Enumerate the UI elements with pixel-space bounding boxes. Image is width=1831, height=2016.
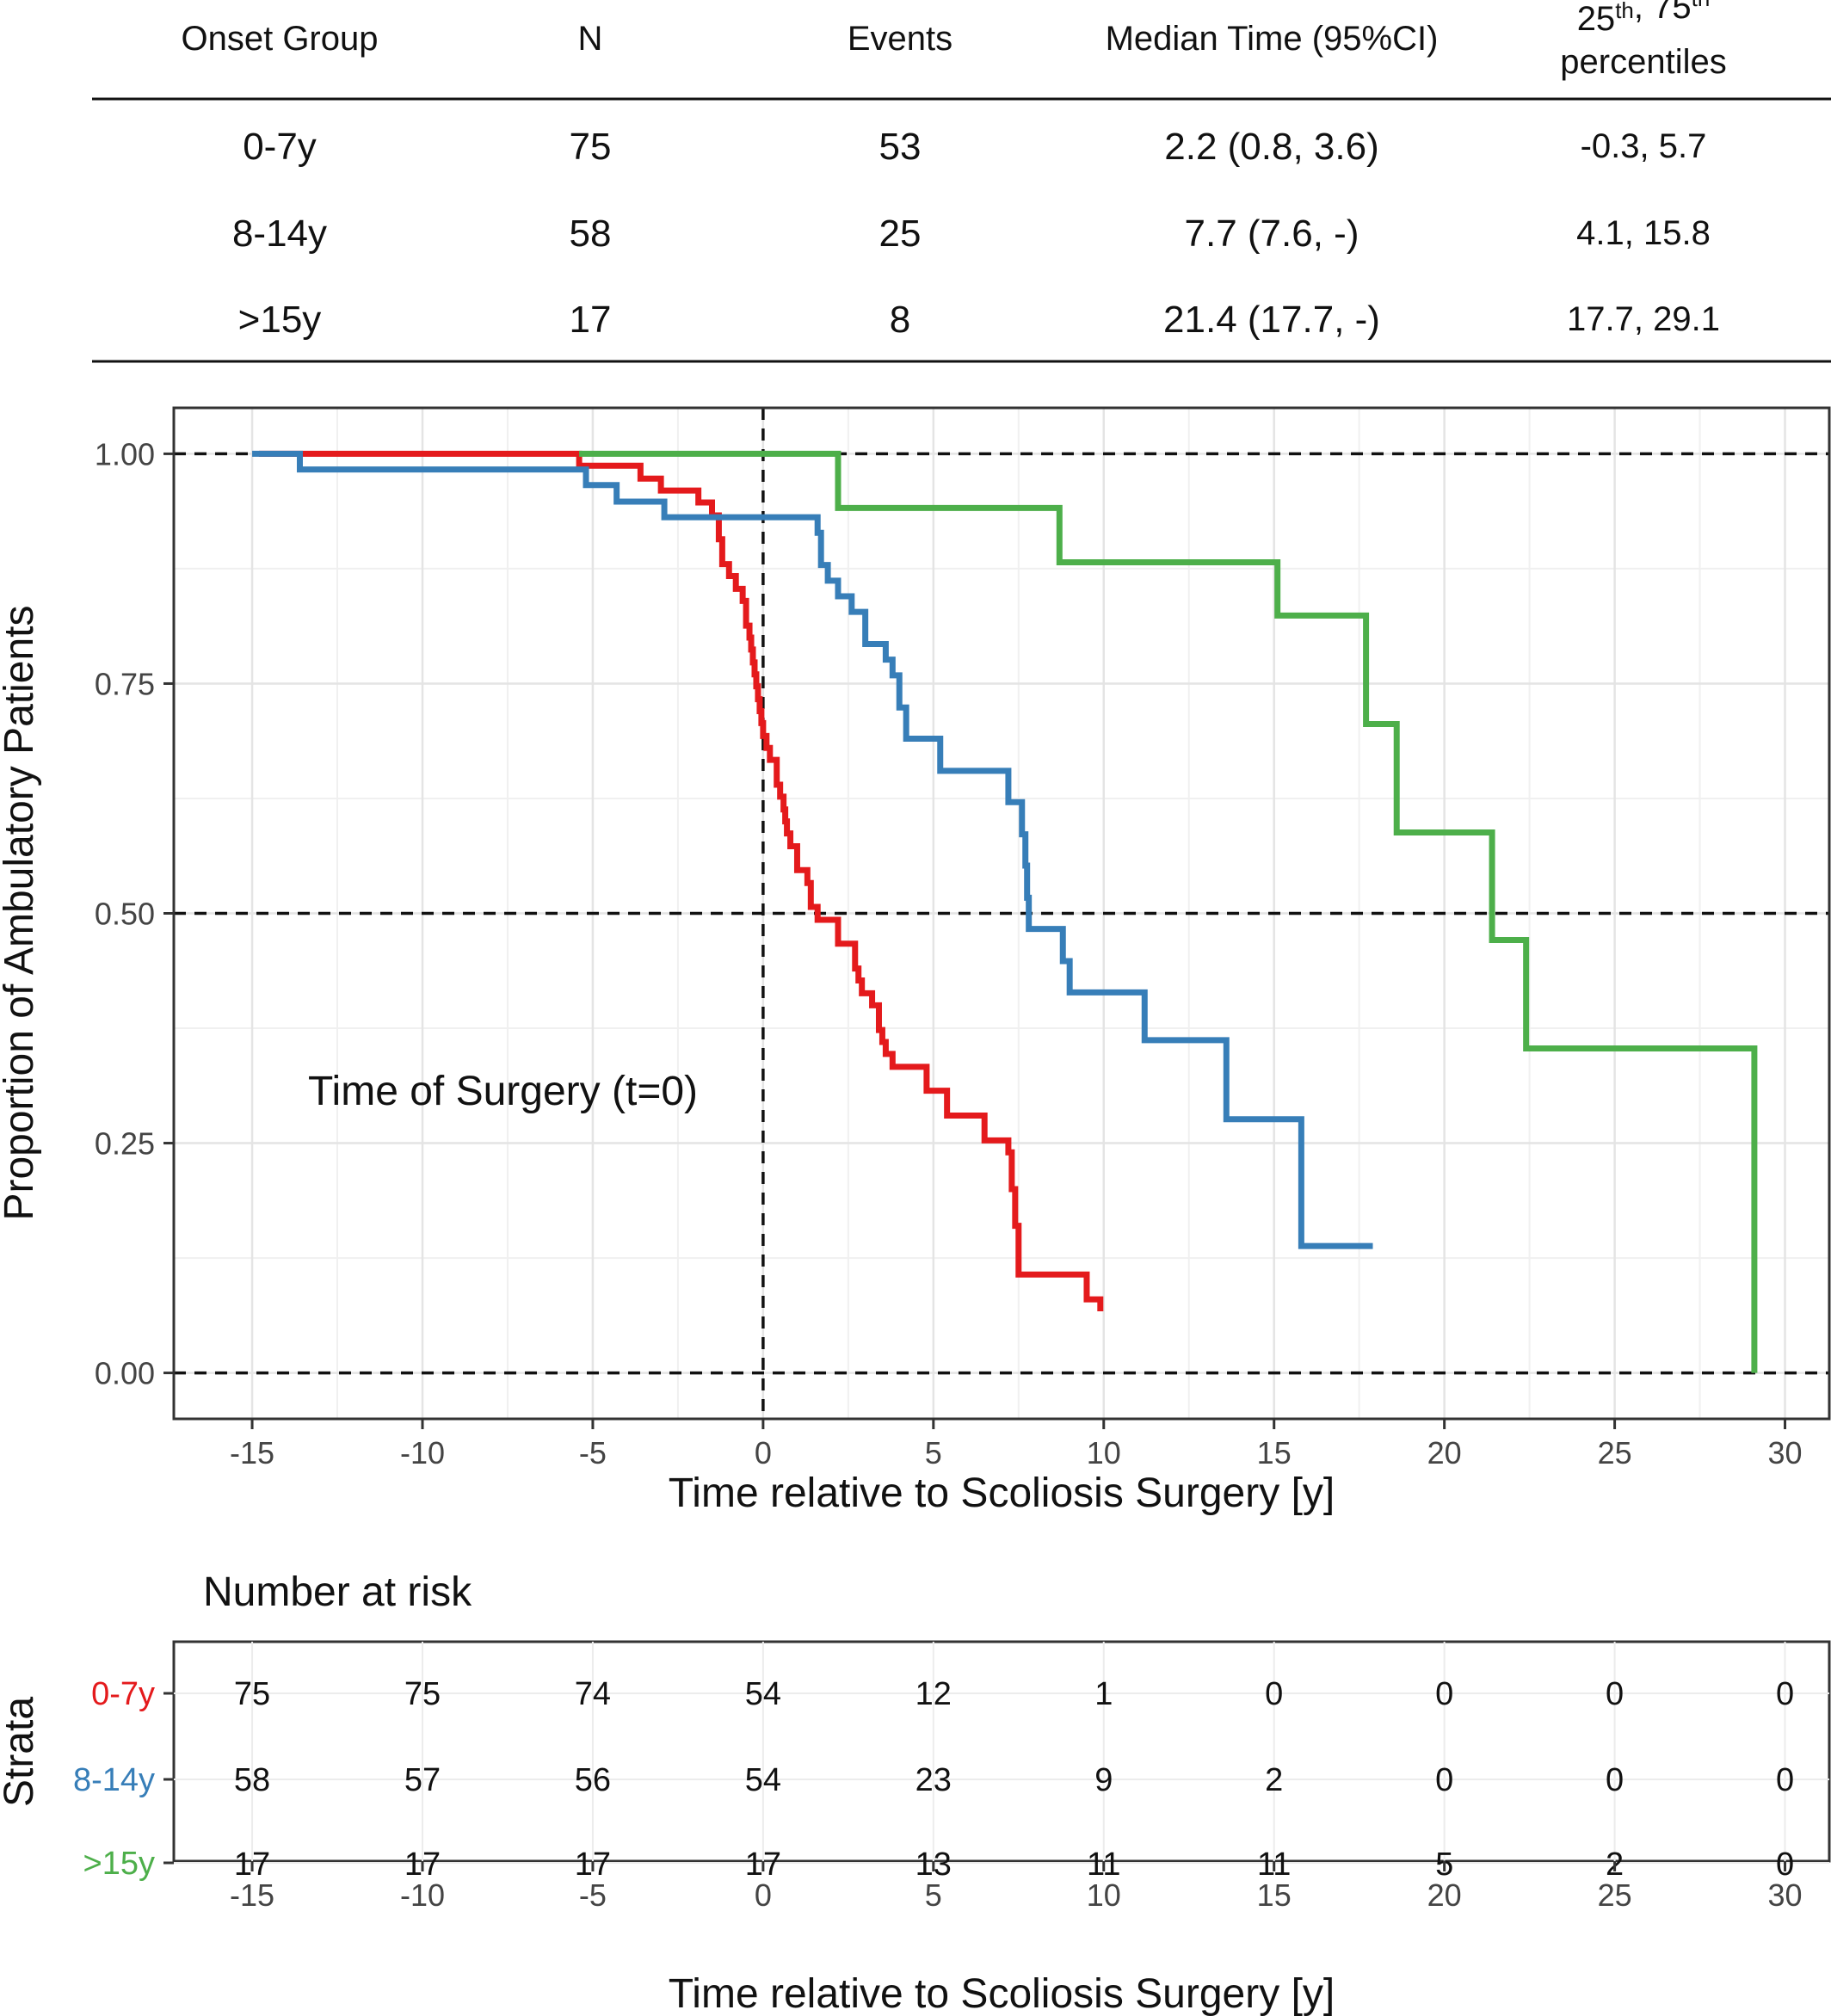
risk-x-tick-label: 20 [1427, 1877, 1462, 1913]
table-header-onset-group: Onset Group [181, 20, 378, 58]
table-row-0-events: 53 [879, 126, 922, 168]
risk-x-tick-label: 0 [755, 1877, 772, 1913]
risk-grid [174, 1642, 1829, 1864]
x-tick-label: -5 [579, 1435, 607, 1470]
table-row-2-n: 17 [570, 299, 612, 341]
table-row-1-n: 58 [570, 213, 612, 255]
risk-cell-0-7y: 74 [575, 1676, 611, 1712]
table-header-percentiles-line1: 25th, 75th [1577, 0, 1711, 38]
risk-cell-8-14y: 58 [234, 1762, 270, 1798]
km-y-axis: 0.00 0.25 0.50 0.75 1.00 [95, 436, 174, 1391]
table-row-0-percentiles: -0.3, 5.7 [1581, 127, 1707, 165]
table-header-events: Events [848, 20, 952, 58]
risk-x-tick-label: -15 [230, 1877, 274, 1913]
table-row-2-events: 8 [890, 299, 910, 341]
risk-table-border [172, 1640, 1831, 1863]
risk-table-title: Number at risk [203, 1569, 472, 1615]
x-tick-label: 30 [1768, 1435, 1803, 1470]
x-tick-label: -15 [230, 1435, 274, 1470]
x-tick-label: 20 [1427, 1435, 1462, 1470]
risk-x-tick-label: 25 [1598, 1877, 1632, 1913]
summary-table: Onset Group N Events Median Time (95%CI)… [92, 0, 1831, 363]
risk-cell-8-14y: 56 [575, 1762, 611, 1798]
risk-cell-0-7y: 0 [1776, 1676, 1794, 1712]
risk-cell-8-14y: 2 [1265, 1762, 1283, 1798]
x-tick-label: 5 [925, 1435, 942, 1470]
table-header-percentiles: percentiles [1560, 43, 1726, 81]
risk-x-tick-label: -5 [579, 1877, 607, 1913]
table-row-2-percentiles: 17.7, 29.1 [1567, 300, 1720, 338]
table-row-1-median: 7.7 (7.6, -) [1185, 213, 1359, 255]
table-row-1-group: 8-14y [232, 213, 327, 255]
risk-x-tick-label: 10 [1087, 1877, 1121, 1913]
risk-y-axis-title: Strata [0, 1697, 42, 1807]
km-x-axis-title: Time relative to Scoliosis Surgery [y] [669, 1470, 1335, 1516]
x-tick-label: 0 [755, 1435, 772, 1470]
km-curve-0-7y [258, 450, 1104, 1312]
km-x-axis: -15 -10 -5 0 5 10 15 20 25 30 [230, 1419, 1803, 1470]
risk-strata-label->15y: >15y [83, 1846, 155, 1882]
risk-cell-8-14y: 0 [1435, 1762, 1453, 1798]
risk-strata-label-0-7y: 0-7y [91, 1676, 155, 1712]
risk-cell-8-14y: 57 [404, 1762, 441, 1798]
risk-cell-8-14y: 54 [745, 1762, 781, 1798]
y-tick-label: 0.25 [95, 1126, 155, 1162]
risk-x-tick-label: 15 [1257, 1877, 1292, 1913]
x-tick-label: 10 [1087, 1435, 1121, 1470]
risk-cell-8-14y: 0 [1776, 1762, 1794, 1798]
table-row-1-percentiles: 4.1, 15.8 [1576, 214, 1711, 252]
risk-cell-0-7y: 54 [745, 1676, 781, 1712]
km-y-axis-title: Proportion of Ambulatory Patients [0, 605, 42, 1220]
table-row-0-group: 0-7y [243, 126, 317, 168]
risk-table: Number at risk 75 75 74 54 12 1 0 0 0 058 57 56 54 23… [0, 1569, 1831, 2016]
x-tick-label: 25 [1598, 1435, 1632, 1470]
risk-x-axis-title: Time relative to Scoliosis Surgery [y] [669, 1971, 1335, 2016]
table-row-1-events: 25 [879, 213, 922, 255]
y-tick-label: 1.00 [95, 436, 155, 472]
x-tick-label: 15 [1257, 1435, 1292, 1470]
risk-cell-8-14y: 0 [1606, 1762, 1624, 1798]
km-curve->15y [579, 450, 1758, 1373]
y-tick-label: 0.50 [95, 897, 155, 932]
table-row-0-median: 2.2 (0.8, 3.6) [1164, 126, 1378, 168]
km-plot: 0.00 0.25 0.50 0.75 1.00 -15 -10 -5 0 5 10 15 20 25 3… [0, 406, 1831, 1516]
y-tick-label: 0.75 [95, 666, 155, 701]
table-row-2-group: >15y [238, 299, 322, 341]
risk-strata-labels: 0-7y 8-14y >15y [73, 1676, 174, 1882]
y-tick-label: 0.00 [95, 1356, 155, 1391]
risk-x-axis: -15 -10 -5 0 5 10 15 20 25 30 [230, 1861, 1803, 1913]
risk-x-tick-label: -10 [400, 1877, 445, 1913]
risk-x-tick-label: 30 [1768, 1877, 1803, 1913]
risk-cell-0-7y: 0 [1435, 1676, 1453, 1712]
risk-x-tick-label: 5 [925, 1877, 942, 1913]
surgery-time-annotation: Time of Surgery (t=0) [308, 1069, 698, 1114]
km-curve-8-14y [252, 450, 1373, 1249]
risk-cell-0-7y: 0 [1606, 1676, 1624, 1712]
risk-cells: 75 75 74 54 12 1 0 0 0 058 57 56 54 23 9 2 0 0 017 17 17 17 13… [234, 1676, 1794, 1883]
table-header-n: N [578, 20, 603, 58]
table-row-2-median: 21.4 (17.7, -) [1163, 299, 1380, 341]
km-curves [252, 450, 1758, 1373]
risk-cell-0-7y: 75 [404, 1676, 441, 1712]
risk-cell-8-14y: 23 [916, 1762, 952, 1798]
table-header-median: Median Time (95%CI) [1106, 20, 1439, 58]
risk-cell-0-7y: 75 [234, 1676, 270, 1712]
risk-strata-label-8-14y: 8-14y [73, 1762, 155, 1798]
x-tick-label: -10 [400, 1435, 445, 1470]
risk-cell-8-14y: 9 [1094, 1762, 1113, 1798]
risk-cell-0-7y: 12 [916, 1676, 952, 1712]
table-row-0-n: 75 [570, 126, 612, 168]
risk-cell-0-7y: 1 [1094, 1676, 1113, 1712]
risk-cell-0-7y: 0 [1265, 1676, 1283, 1712]
